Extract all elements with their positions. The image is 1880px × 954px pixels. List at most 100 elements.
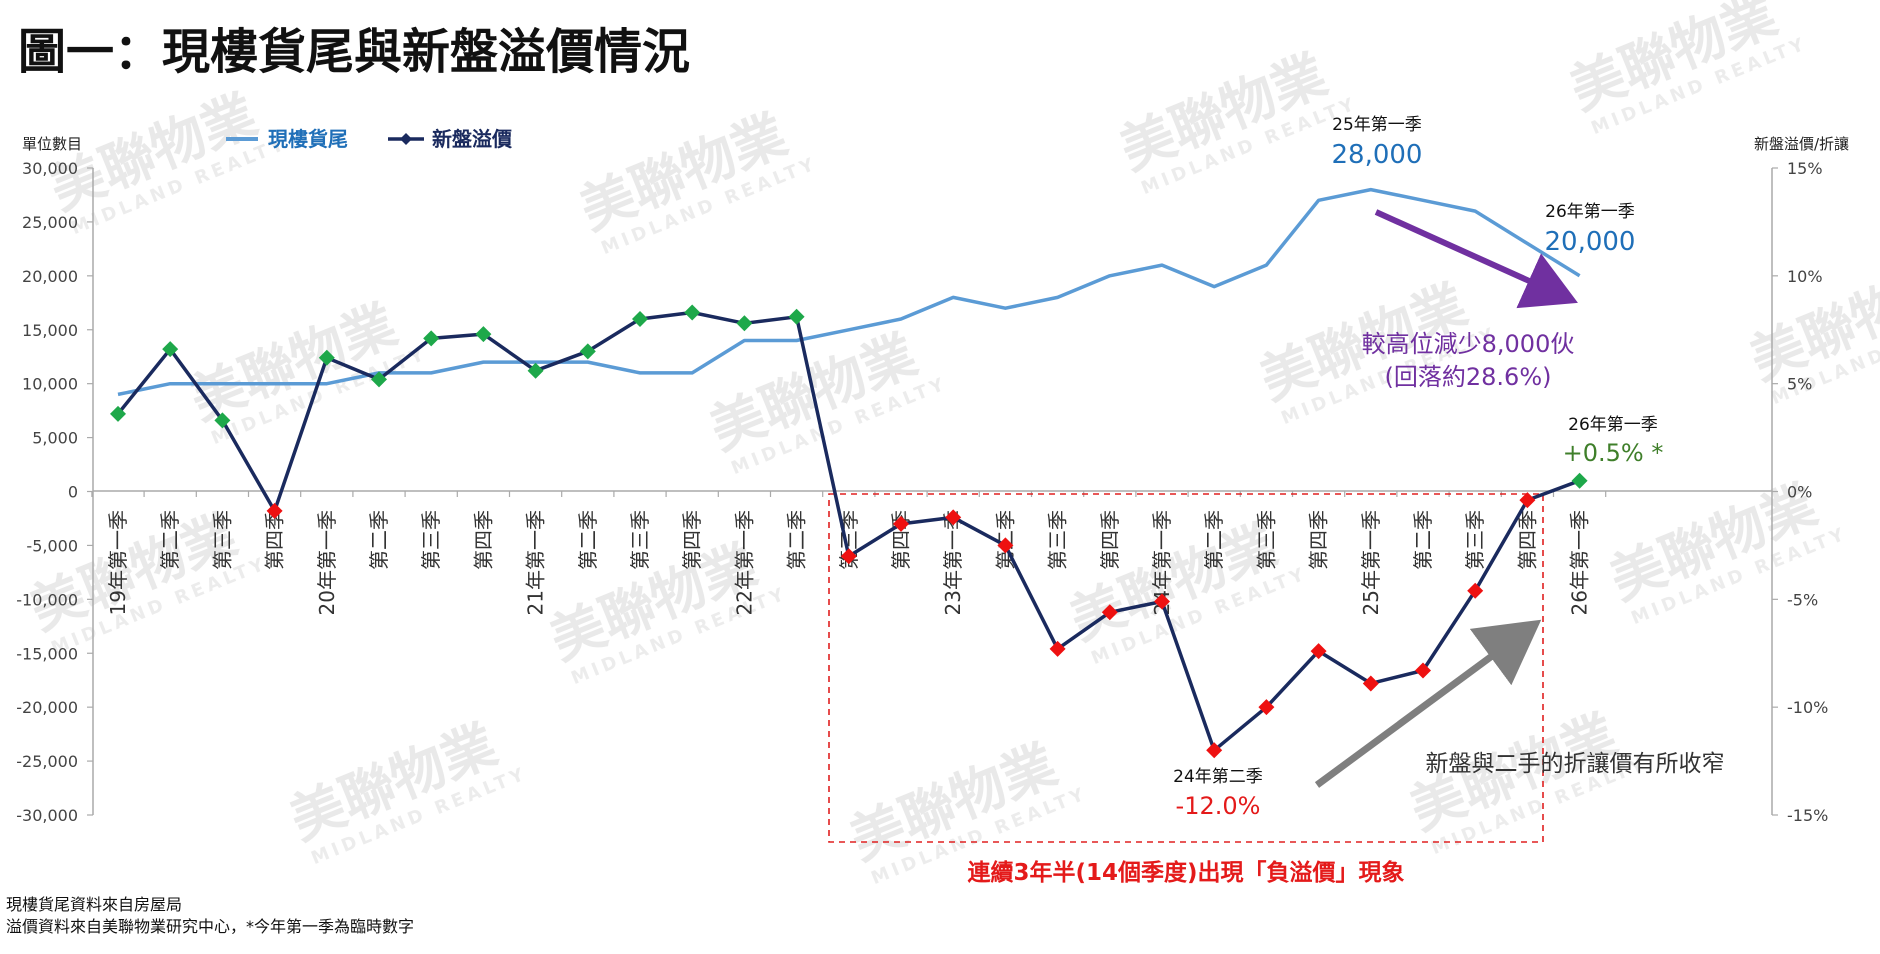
annotation-latest-premium-quarter: 26年第一季 [1568, 415, 1658, 435]
premium-point [423, 330, 440, 347]
premium-point [788, 308, 805, 325]
premium-point [1519, 492, 1536, 509]
premium-point [1258, 699, 1275, 716]
premium-point [110, 405, 126, 422]
annotation-decline-line2: (回落約28.6%) [1385, 363, 1552, 391]
premium-point [527, 362, 544, 379]
left-tick-label: -25,000 [16, 752, 78, 771]
legend-premium-label: 新盤溢價 [432, 127, 513, 151]
right-axis-ticks: 15% 10% 5% 0% -5% -10% -15% [1772, 159, 1828, 825]
x-tick-label: 第二季 [158, 510, 182, 570]
premium-point [840, 548, 857, 565]
left-tick-label: 5,000 [32, 429, 78, 448]
premium-point [736, 315, 753, 332]
annotation-low-value: -12.0% [1176, 792, 1261, 820]
series-premium-markers [110, 304, 1588, 759]
left-tick-label: 30,000 [22, 159, 78, 178]
x-tick-label: 第三季 [1254, 510, 1278, 570]
annotation-peak-quarter: 25年第一季 [1332, 115, 1422, 135]
left-tick-label: -30,000 [16, 806, 78, 825]
x-tick-label: 第二季 [1411, 510, 1435, 570]
premium-point [1101, 604, 1118, 621]
x-tick-label: 第四季 [263, 510, 287, 570]
annotation-latest-stock-value: 20,000 [1545, 227, 1636, 257]
chart-title: 圖一：現樓貨尾與新盤溢價情況 [18, 24, 690, 80]
premium-point [475, 326, 492, 343]
right-tick-label: -10% [1787, 698, 1828, 717]
premium-point [1049, 640, 1066, 657]
x-tick-label: 第三季 [1463, 510, 1487, 570]
legend: 現樓貨尾 新盤溢價 [226, 127, 513, 151]
left-tick-label: 15,000 [22, 321, 78, 340]
premium-point [684, 304, 701, 321]
right-tick-label: -15% [1787, 806, 1828, 825]
source-line-1: 現樓貨尾資料來自房屋局 [6, 895, 182, 914]
negative-premium-box [828, 493, 1544, 843]
right-tick-label: 15% [1787, 159, 1823, 178]
premium-point [162, 341, 179, 358]
narrowing-arrow [1314, 619, 1542, 788]
decline-arrow [1374, 209, 1578, 309]
left-axis-ticks: 30,000 25,000 20,000 15,000 10,000 5,000 0 -5,0… [16, 159, 93, 825]
right-axis-label: 新盤溢價/折讓 [1754, 135, 1849, 153]
x-tick-label: 第二季 [367, 510, 391, 570]
right-tick-label: 5% [1787, 375, 1812, 394]
premium-point [1362, 675, 1379, 692]
x-tick-label: 第四季 [680, 510, 704, 570]
x-tick-label: 第三季 [210, 510, 234, 570]
annotation-decline-line1: 較高位減少8,000伙 [1362, 330, 1575, 358]
x-tick-label: 第三季 [628, 510, 652, 570]
x-tick-label: 第四季 [1515, 510, 1539, 570]
x-tick-label: 第二季 [1202, 510, 1226, 570]
premium-point [1206, 742, 1223, 759]
premium-point [1154, 593, 1170, 610]
x-tick-label: 20年第一季 [315, 510, 339, 615]
legend-premium-marker [400, 133, 412, 145]
annotation-low-quarter: 24年第二季 [1173, 767, 1263, 787]
x-axis-ticks [91, 491, 1607, 497]
premium-point [893, 515, 909, 532]
premium-point [997, 537, 1014, 554]
series-stock-line [117, 187, 1581, 397]
left-tick-label: -10,000 [16, 590, 78, 609]
x-tick-label: 第四季 [1098, 510, 1122, 570]
premium-point [945, 509, 962, 526]
premium-point [266, 502, 283, 519]
premium-point [1415, 662, 1431, 679]
premium-point [371, 371, 387, 388]
x-tick-label: 第四季 [471, 510, 495, 570]
left-axis-label: 單位數目 [22, 135, 82, 153]
premium-point [214, 412, 231, 429]
x-tick-label: 第三季 [419, 510, 443, 570]
left-tick-label: -20,000 [16, 698, 78, 717]
premium-point [1310, 643, 1327, 660]
x-tick-label: 第三季 [1046, 510, 1070, 570]
left-tick-label: -5,000 [26, 536, 78, 555]
x-tick-label: 第四季 [1307, 510, 1331, 570]
x-tick-label: 21年第一季 [524, 510, 548, 615]
x-tick-label: 25年第一季 [1359, 510, 1383, 615]
annotation-latest-premium-value: +0.5% * [1563, 439, 1664, 467]
x-tick-label: 第二季 [785, 510, 809, 570]
legend-stock-label: 現樓貨尾 [268, 127, 348, 151]
premium-point [579, 343, 596, 360]
right-tick-label: -5% [1787, 590, 1818, 609]
left-tick-label: 10,000 [22, 375, 78, 394]
x-tick-label: 第二季 [576, 510, 600, 570]
left-tick-label: 25,000 [22, 213, 78, 232]
annotation-narrowing: 新盤與二手的折讓價有所收窄 [1426, 751, 1725, 777]
premium-point [632, 310, 648, 327]
premium-point [1571, 472, 1588, 489]
premium-point [1467, 582, 1484, 599]
left-tick-label: 0 [68, 483, 78, 502]
x-tick-label: 22年第一季 [732, 510, 756, 615]
annotation-peak-value: 28,000 [1332, 140, 1423, 170]
right-tick-label: 10% [1787, 267, 1823, 286]
x-axis-labels: 19年第一季 第二季 第三季 第四季 20年第一季 第二季 第三季 第四季 21年第一季 第二季 第… [106, 510, 1592, 615]
